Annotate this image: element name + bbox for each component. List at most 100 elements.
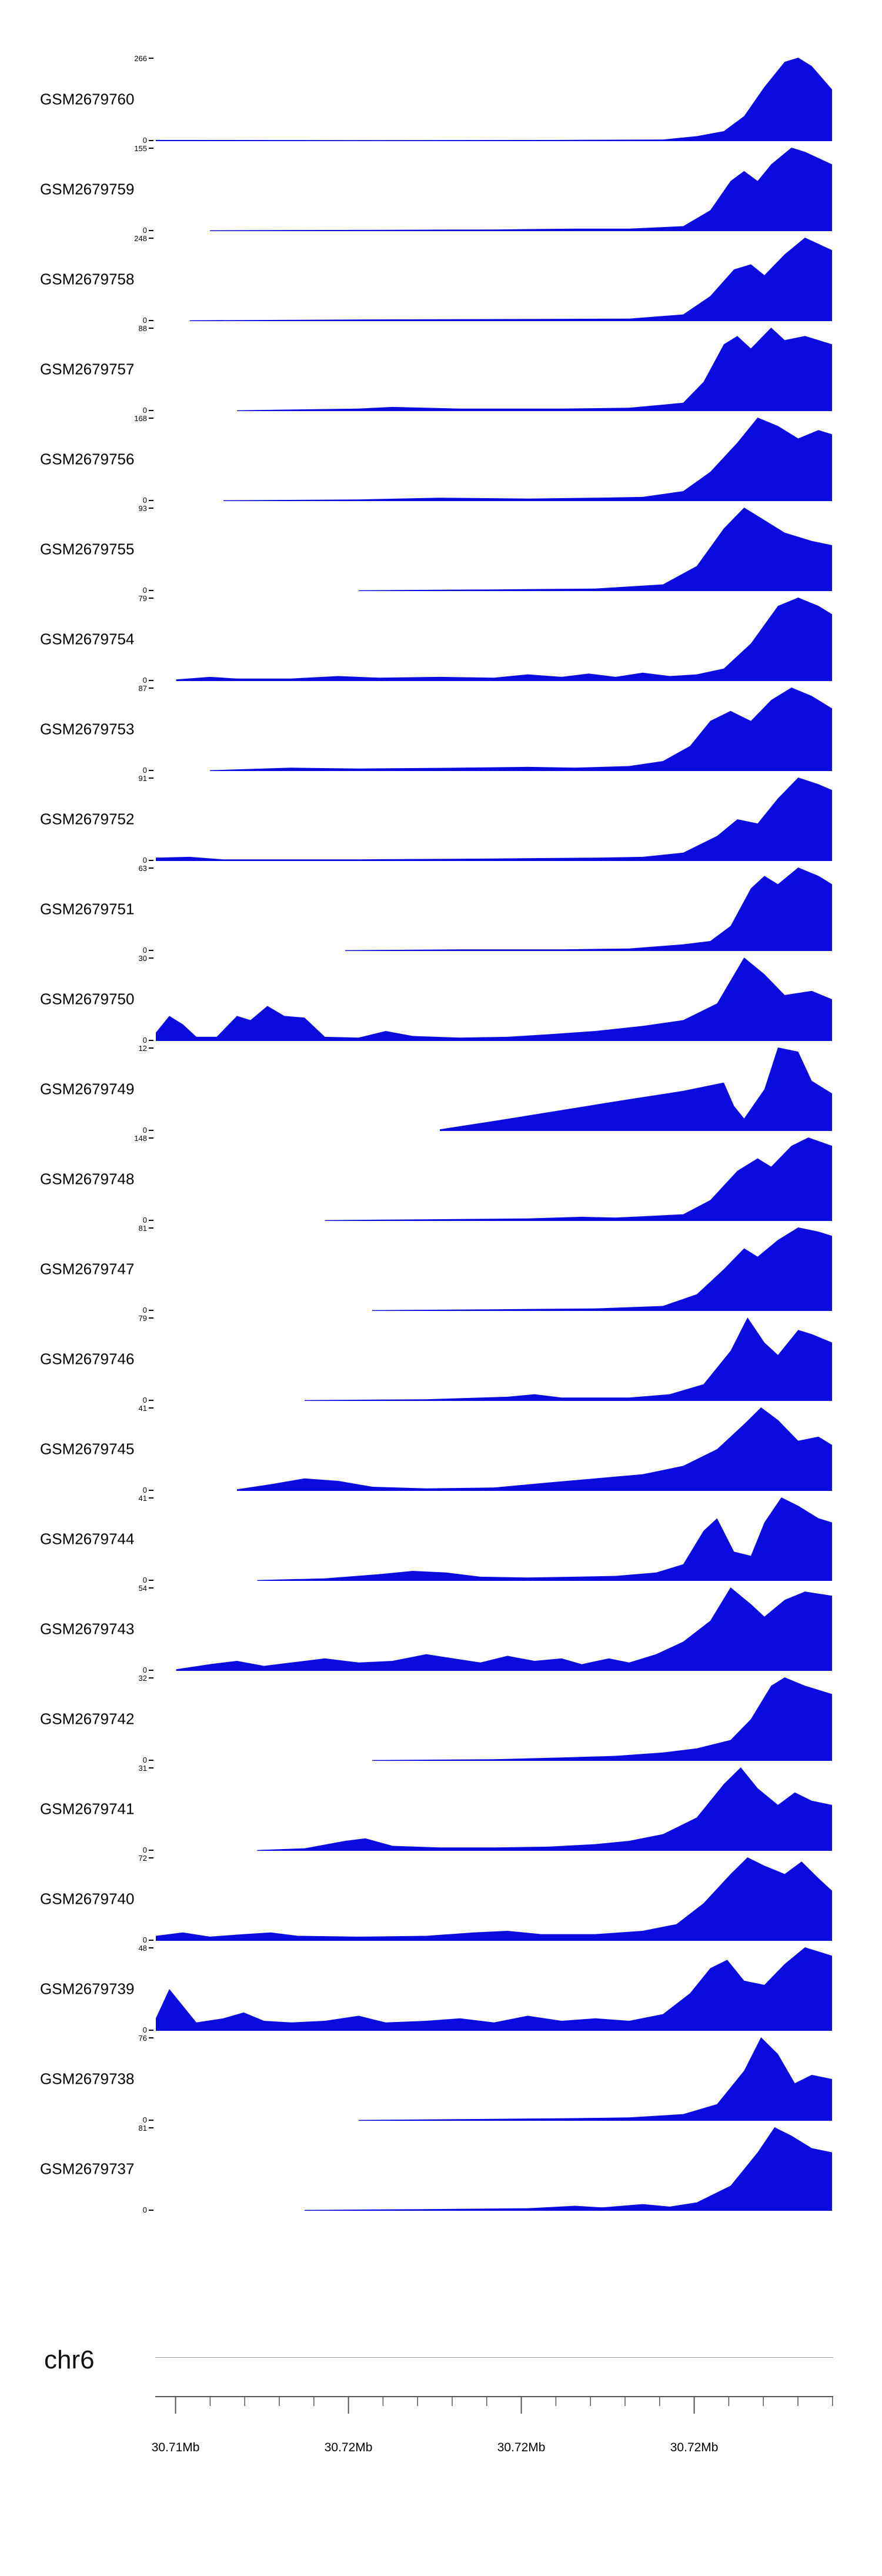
track-row: GSM2679752 91 0 — [0, 774, 882, 864]
coverage-signal — [325, 1137, 832, 1221]
y-axis-tick — [149, 1490, 153, 1491]
y-axis-tick — [149, 590, 153, 591]
y-axis-max-label: 88 — [138, 324, 147, 333]
coverage-area-plot — [305, 1317, 832, 1401]
track-row: GSM2679753 87 0 — [0, 684, 882, 774]
track-row: GSM2679738 76 0 — [0, 2034, 882, 2124]
track-plot-area: 168 0 — [134, 415, 832, 504]
track-row: GSM2679744 41 0 — [0, 1494, 882, 1584]
track-plot-area: 48 0 — [139, 1944, 832, 2034]
track-row: GSM2679757 88 0 — [0, 324, 882, 414]
track-plot-area: 266 0 — [134, 55, 832, 144]
y-axis-tick — [149, 770, 153, 771]
track-plot-area: 81 0 — [139, 2124, 832, 2214]
y-axis-tick — [149, 1130, 153, 1131]
y-axis-tick — [149, 1947, 153, 1948]
y-axis-tick — [149, 418, 153, 419]
y-axis-tick — [149, 1220, 153, 1221]
y-axis-tick — [149, 500, 153, 501]
y-axis-max-label: 30 — [138, 954, 147, 963]
track-plot-area: 148 0 — [134, 1134, 832, 1224]
coverage-signal — [176, 1587, 832, 1671]
track-row: GSM2679739 48 0 — [0, 1944, 882, 2034]
y-axis-tick — [149, 1137, 153, 1139]
track-plot-area: 88 0 — [139, 325, 832, 414]
track-row: GSM2679758 248 0 — [0, 234, 882, 324]
y-axis-tick — [149, 410, 153, 411]
coverage-signal — [345, 867, 832, 951]
track-label: GSM2679743 — [40, 1620, 135, 1637]
y-axis-max-label: 266 — [134, 54, 147, 63]
coverage-signal — [359, 508, 832, 591]
y-axis-tick — [149, 1760, 153, 1761]
coverage-signal — [156, 957, 832, 1041]
coverage-signal — [237, 1407, 832, 1491]
coverage-area-plot — [237, 328, 832, 411]
coverage-signal — [210, 148, 832, 231]
y-axis-tick — [149, 2127, 153, 2128]
y-axis-tick — [149, 867, 153, 869]
y-axis-tick — [149, 1227, 153, 1229]
ruler-coordinate-label: 30.72Mb — [324, 2441, 373, 2454]
track-plot-area: 72 0 — [139, 1854, 832, 1944]
track-label: GSM2679740 — [40, 1890, 135, 1907]
coverage-signal — [305, 1317, 832, 1401]
y-axis-min-label: 0 — [142, 1486, 147, 1494]
y-axis-tick — [149, 1497, 153, 1499]
y-axis-tick — [149, 140, 153, 141]
y-axis-tick — [149, 1407, 153, 1409]
coverage-signal — [156, 1857, 832, 1941]
y-axis-tick — [149, 688, 153, 689]
track-plot-area: 79 0 — [139, 1314, 832, 1404]
y-axis-tick — [149, 860, 153, 861]
y-axis-min-label: 0 — [142, 406, 147, 415]
y-axis-tick — [149, 320, 153, 321]
y-axis-tick — [149, 1317, 153, 1319]
y-axis-min-label: 0 — [142, 676, 147, 685]
y-axis-max-label: 79 — [138, 594, 147, 603]
track-row: GSM2679751 63 0 — [0, 864, 882, 954]
track-label: GSM2679749 — [40, 1080, 135, 1097]
coverage-signal — [237, 328, 832, 411]
track-plot-area: 12 0 — [139, 1045, 832, 1134]
coverage-area-plot — [223, 418, 832, 501]
y-axis-min-label: 0 — [142, 586, 147, 595]
y-axis-max-label: 12 — [138, 1044, 147, 1053]
y-axis-tick — [149, 238, 153, 239]
coverage-signal — [210, 688, 832, 771]
tracks-container: GSM2679760 266 0 GSM2679759 155 0 GSM2679758 24… — [0, 54, 882, 2214]
y-axis-tick — [149, 2037, 153, 2038]
y-axis-tick — [149, 1580, 153, 1581]
y-axis-min-label: 0 — [142, 136, 147, 145]
track-row: GSM2679737 81 0 — [0, 2124, 882, 2214]
y-axis-tick — [149, 950, 153, 951]
track-row: GSM2679748 148 0 — [0, 1134, 882, 1224]
coverage-area-plot — [372, 1227, 832, 1311]
coverage-area-plot — [210, 148, 832, 231]
y-axis-min-label: 0 — [142, 1936, 147, 1944]
coverage-area-plot — [210, 688, 832, 771]
track-label: GSM2679753 — [40, 720, 135, 738]
track-row: GSM2679747 81 0 — [0, 1224, 882, 1314]
y-axis-tick — [149, 58, 153, 59]
track-row: GSM2679760 266 0 — [0, 54, 882, 144]
y-axis-max-label: 91 — [138, 774, 147, 783]
coverage-area-plot — [257, 1497, 832, 1581]
y-axis-min-label: 0 — [142, 1396, 147, 1404]
y-axis-max-label: 81 — [138, 1224, 147, 1233]
track-plot-area: 31 0 — [139, 1764, 832, 1854]
track-label: GSM2679756 — [40, 450, 135, 468]
ruler-coordinate-label: 30.72Mb — [670, 2441, 719, 2454]
track-plot-area: 41 0 — [139, 1494, 832, 1584]
y-axis-tick — [149, 328, 153, 329]
track-label: GSM2679758 — [40, 270, 135, 288]
y-axis-max-label: 31 — [138, 1764, 147, 1773]
y-axis-min-label: 0 — [142, 1576, 147, 1584]
y-axis-max-label: 48 — [138, 1944, 147, 1953]
track-plot-area: 41 0 — [139, 1404, 832, 1494]
coverage-signal — [156, 58, 832, 141]
track-row: GSM2679749 12 0 — [0, 1044, 882, 1134]
y-axis-tick — [149, 1940, 153, 1941]
coverage-area-plot — [257, 1767, 832, 1851]
